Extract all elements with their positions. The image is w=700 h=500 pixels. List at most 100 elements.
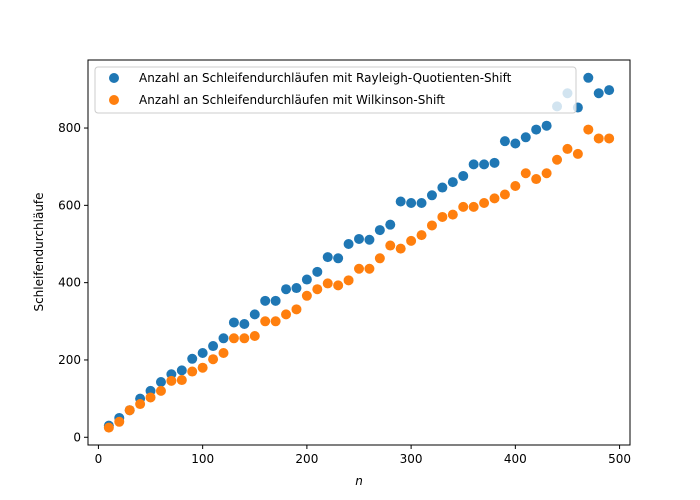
data-points [103,72,615,433]
y-tick-label-200: 200 [58,353,81,367]
y-axis-ticks: 0 200 400 600 800 [58,121,88,444]
point-series-0-20 [312,266,323,277]
point-series-1-36 [479,198,490,209]
point-series-1-17 [281,309,292,320]
point-series-0-46 [583,72,594,83]
legend-label-rayleigh: Anzahl an Schleifendurchläufen mit Rayle… [139,71,512,85]
point-series-0-7 [176,365,187,376]
y-tick-label-800: 800 [58,121,81,135]
point-series-0-11 [218,333,229,344]
point-series-1-28 [395,243,406,254]
point-series-0-19 [301,274,312,285]
legend-marker-wilkinson [109,95,119,105]
point-series-1-41 [531,174,542,185]
point-series-1-46 [583,124,594,135]
point-series-1-45 [572,148,583,159]
point-series-1-31 [426,220,437,231]
point-series-0-21 [322,252,333,263]
point-series-0-37 [489,157,500,168]
point-series-0-33 [447,177,458,188]
point-series-0-30 [416,198,427,209]
point-series-0-31 [426,190,437,201]
point-series-1-43 [552,154,563,165]
point-series-0-9 [197,348,208,358]
point-series-1-4 [145,392,156,403]
point-series-1-21 [322,278,333,289]
point-series-0-14 [249,309,260,320]
point-series-0-16 [270,295,281,306]
point-series-0-40 [520,132,531,143]
x-axis-label: n [355,474,363,488]
point-series-0-36 [479,159,490,170]
legend-frame [94,66,577,114]
point-series-0-5 [155,376,166,387]
point-series-1-32 [437,211,448,222]
point-series-1-23 [343,275,354,286]
point-series-1-16 [270,316,281,327]
x-tick-label-300: 300 [400,452,423,466]
point-series-1-27 [385,240,396,251]
point-series-1-30 [416,230,427,241]
point-series-0-26 [374,225,385,236]
point-series-1-34 [458,201,469,212]
x-axis-ticks: 0 100 200 300 400 500 [95,445,631,466]
x-tick-label-200: 200 [295,452,318,466]
plot-frame [87,59,631,446]
point-series-0-48 [604,85,615,96]
x-tick-label-0: 0 [95,452,103,466]
x-tick-label-400: 400 [504,452,527,466]
point-series-1-47 [593,133,604,144]
legend-label-wilkinson: Anzahl an Schleifendurchläufen mit Wilki… [139,93,445,107]
point-series-0-29 [406,198,417,209]
point-series-1-2 [124,405,135,416]
point-series-0-25 [364,234,375,245]
point-series-1-38 [499,189,510,200]
point-series-1-13 [239,333,250,344]
point-series-0-27 [385,219,396,230]
x-tick-label-100: 100 [191,452,214,466]
y-tick-label-400: 400 [58,276,81,290]
legend-marker-rayleigh [109,73,119,83]
point-series-1-39 [510,181,521,192]
point-series-1-15 [260,316,271,327]
point-series-1-10 [208,354,219,365]
point-series-1-48 [604,133,615,144]
point-series-0-24 [354,233,364,244]
point-series-0-34 [458,170,469,181]
point-series-0-8 [187,353,198,364]
point-series-1-9 [197,362,208,373]
x-tick-label-500: 500 [608,452,631,466]
point-series-1-37 [489,193,500,204]
point-series-1-8 [187,366,198,377]
point-series-1-1 [114,416,125,427]
point-series-1-33 [447,209,458,220]
point-series-1-7 [176,375,187,386]
point-series-0-41 [531,124,542,135]
point-series-0-12 [228,317,239,328]
point-series-1-22 [333,280,344,291]
legend: Anzahl an Schleifendurchläufen mit Rayle… [94,66,577,114]
point-series-1-0 [103,422,114,433]
point-series-0-17 [281,284,292,295]
point-series-0-23 [343,239,354,249]
point-series-0-35 [468,159,479,170]
point-series-1-3 [135,399,146,410]
point-series-1-6 [166,375,177,386]
point-series-1-35 [468,201,479,212]
point-series-1-14 [249,330,260,341]
point-series-0-32 [437,182,448,193]
y-axis-label: Schleifendurchläufe [32,192,46,311]
point-series-0-15 [260,295,271,306]
point-series-1-40 [520,168,531,179]
point-series-0-10 [208,341,219,352]
point-series-1-5 [155,385,166,396]
point-series-0-13 [239,319,250,330]
point-series-0-38 [499,136,510,147]
point-series-1-19 [301,290,312,301]
point-series-1-20 [312,284,323,295]
point-series-1-25 [364,263,375,274]
point-series-0-18 [291,283,302,294]
y-tick-label-0: 0 [73,430,81,444]
point-series-1-29 [406,235,417,246]
